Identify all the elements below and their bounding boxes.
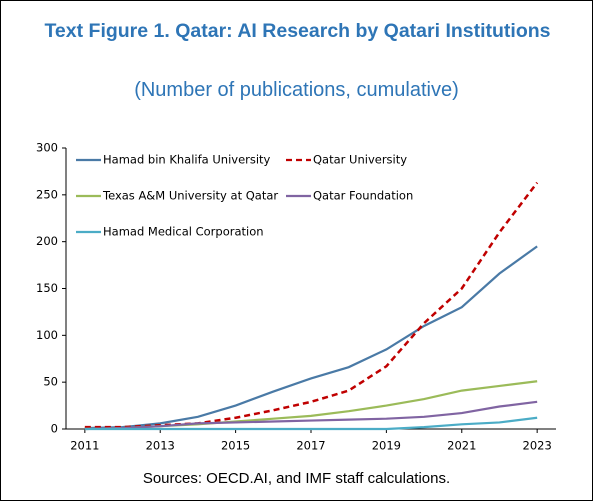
x-tick-label: 2019 — [372, 439, 401, 453]
y-tick-label: 200 — [36, 234, 58, 248]
legend-label: Qatar Foundation — [313, 189, 413, 203]
legend-label: Hamad bin Khalifa University — [103, 153, 271, 167]
source-note: Sources: OECD.AI, and IMF staff calculat… — [142, 470, 451, 487]
y-tick-label: 50 — [43, 375, 58, 389]
y-tick-label: 0 — [51, 422, 58, 436]
x-tick-label: 2015 — [221, 439, 250, 453]
y-tick-label: 150 — [36, 281, 58, 295]
x-tick-label: 2017 — [296, 439, 325, 453]
series-line — [84, 400, 538, 431]
series-line — [84, 245, 538, 430]
legend-label: Qatar University — [313, 153, 407, 167]
x-tick-label: 2023 — [523, 439, 552, 453]
legend-label: Hamad Medical Corporation — [103, 225, 264, 239]
y-tick-label: 250 — [36, 187, 58, 201]
y-tick-label: 300 — [36, 141, 58, 155]
x-tick-label: 2011 — [70, 439, 99, 453]
chart-title: Text Figure 1. Qatar: AI Research by Qat… — [44, 20, 551, 42]
series-line — [84, 380, 538, 431]
legend-label: Texas A&M University at Qatar — [102, 189, 278, 203]
x-tick-label: 2013 — [146, 439, 175, 453]
series-line — [84, 416, 538, 431]
x-tick-label: 2021 — [447, 439, 476, 453]
y-tick-label: 100 — [36, 328, 58, 342]
chart-subtitle: (Number of publications, cumulative) — [134, 79, 459, 101]
